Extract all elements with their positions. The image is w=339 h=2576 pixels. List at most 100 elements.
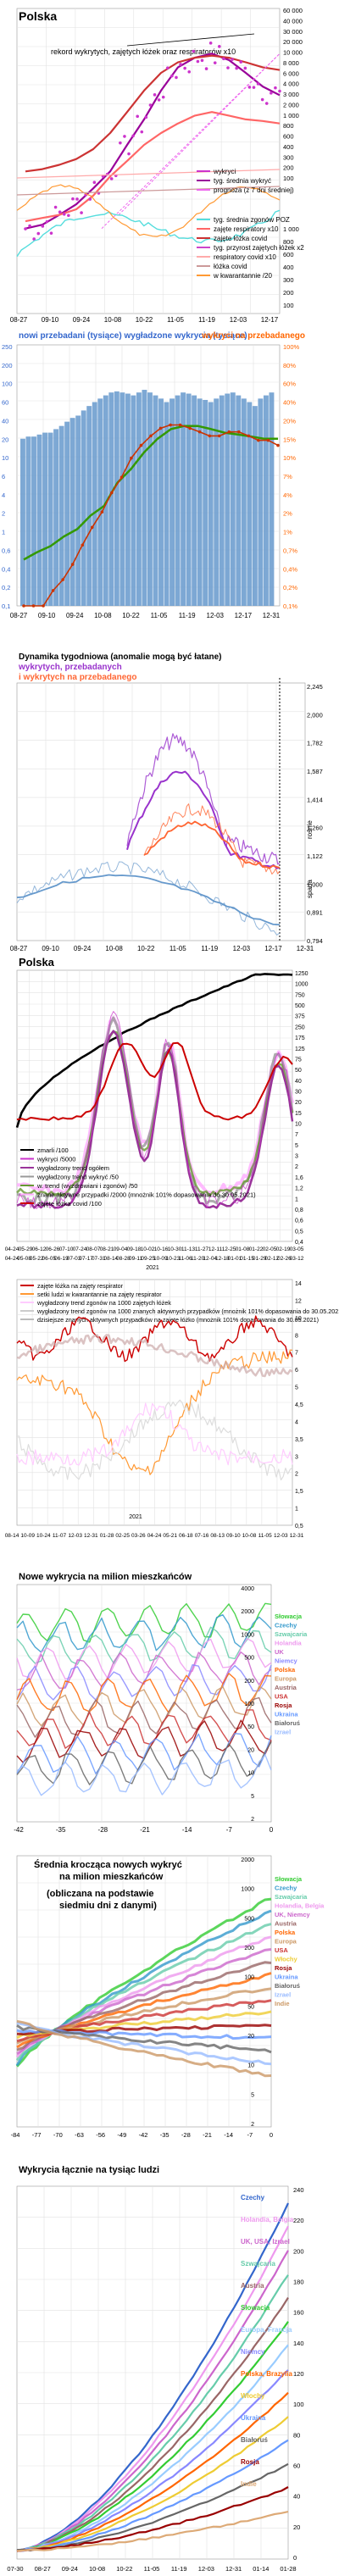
x-tick-label: 02-26 [277,1256,292,1262]
data-point [157,98,161,102]
data-point [127,152,131,156]
y-tick-label: 220 [293,2217,304,2224]
x-tick-label: 12-31 [290,1533,304,1539]
chart-title: Polska [19,956,55,969]
chart-title: Polska [19,9,57,23]
series-label: Izrael [275,1991,291,1999]
y-tick-label: 15% [283,436,296,443]
chart-tests: nowi przebadani (tysiące) wygładzone wyk… [2,331,305,619]
data-point [31,604,36,608]
series-label: Włochy [275,1956,297,1963]
x-tick-label: 10-08 [242,1533,257,1539]
series-label: Indie [241,2480,257,2488]
y-tick-label: 2 000 [283,101,299,108]
x-tick-label: 02-25 [115,1533,130,1539]
left-title: nowi przebadani (tysiące) wygładzone wyk… [19,331,247,341]
series-line [25,53,281,230]
x-tick-label: -56 [96,2131,105,2139]
legend-entry: zajęte łóżka covid /100 [37,1200,102,1208]
bar [86,406,92,606]
legend-entry: wygładzony trend zgonów na 1000 zajętych… [36,1299,171,1307]
series-label: Rosja [275,1702,292,1709]
bar [186,393,192,606]
y-tick-label: 10 [295,1316,302,1322]
y-tick-label: 500 [244,1656,254,1662]
x-tick-label: 12-17 [261,316,279,322]
series-label: Słowacja [275,1875,303,1883]
y-tick-label: 300 [283,153,294,161]
data-point [62,213,66,216]
y-tick-label: 50 [247,2004,254,2010]
x-tick-label: -21 [140,1826,150,1834]
x-tick-label: 10-23 [166,1256,181,1262]
x-tick-label: 11-27 [195,1246,209,1252]
x-tick-label: 12-25 [222,1246,236,1252]
series-line [16,209,281,258]
data-point [24,227,27,230]
data-point [227,430,231,434]
series-label: Ukraina [275,1711,298,1718]
y-tick-label: 0,2 [2,584,10,591]
bar [108,392,114,606]
data-point [41,225,45,228]
y-tick-label: 125 [295,1046,305,1052]
data-point [100,510,104,514]
legend-entry: prognoza (z 7 dni średniej) [214,186,294,194]
y-tick-label: 4,5 [295,1402,303,1408]
x-tick-label: 06-12 [32,1246,47,1252]
data-point [75,197,79,201]
x-tick-label: 09-10 [226,1533,241,1539]
bar [252,406,258,606]
y-tick-label: 500 [295,1003,305,1009]
data-point [175,75,178,80]
x-tick-label: 09-04 [114,1246,128,1252]
bar [181,392,186,606]
series-line [16,1349,293,1475]
x-tick-label: -84 [11,2131,20,2139]
x-tick-label: 12-31 [297,945,314,952]
series-label: Ukraina [241,2414,266,2422]
data-point [139,443,143,447]
y-tick-label: 20 [247,2034,254,2040]
bar [263,395,269,606]
bar [131,395,136,606]
x-tick-label: 06-05 [42,1256,57,1262]
data-point [260,97,264,102]
y-tick-label: 20 [247,1747,254,1753]
bar [114,391,119,606]
bar [142,390,147,606]
series-line [16,1754,272,1796]
legend-entry: znane aktywne przypadki /2000 (mnożnik 1… [37,1191,256,1199]
data-point [188,426,192,430]
x-tick-label: -14 [182,1826,192,1834]
data-point [231,58,234,61]
series-label: Polska [275,1666,296,1674]
y-tick-label: 4 [2,491,5,499]
x-tick-label: 02-19 [276,1246,291,1252]
y-tick-label: 0,1 [2,602,10,610]
x-tick-label: 08-28 [116,1256,131,1262]
series-label: Polska, Brazylia [241,2370,292,2378]
data-point [53,205,58,209]
x-tick-label: 08-07 [86,1246,101,1252]
data-point [187,69,192,74]
x-tick-label: 12-11 [208,1246,223,1252]
data-point [208,434,212,438]
series-label: Europa [275,1938,297,1946]
y-tick-label: 6 [295,1368,298,1374]
y-tick-label: 0,8 [295,1208,303,1213]
data-point [88,197,92,201]
data-point [123,135,126,138]
y-tick-label: 160 [293,2309,304,2317]
series-line [16,2462,289,2551]
data-point [276,443,280,447]
y-tick-label: 100 [244,1702,254,1707]
data-point [136,114,140,119]
data-point [222,57,225,61]
bar [136,392,142,606]
x-tick-label: 06-18 [179,1533,193,1539]
y-tick-label: 1000 [241,1632,254,1638]
series-line [16,874,281,926]
x-tick-label: 09-24 [74,945,92,952]
y-tick-label: 0 [293,2554,297,2562]
